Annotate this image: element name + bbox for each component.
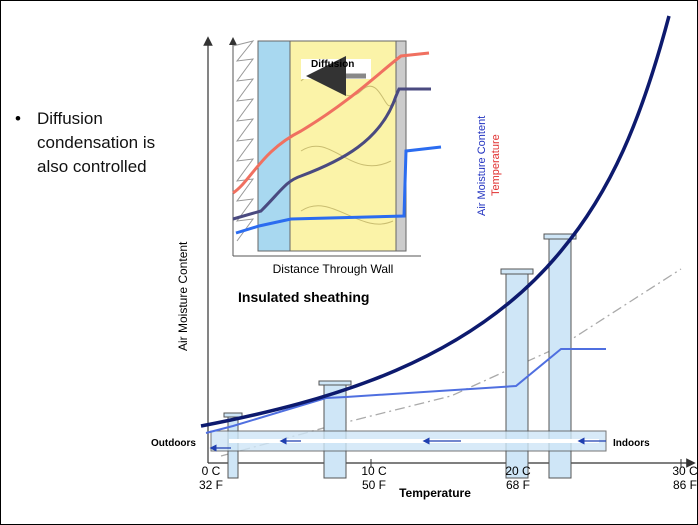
x-tick-fahrenheit: 50 F <box>362 478 386 492</box>
outdoors-label: Outdoors <box>151 438 196 449</box>
x-axis-label: Temperature <box>399 486 471 500</box>
pipe-gap <box>229 439 599 443</box>
vapor-line <box>235 145 442 235</box>
x-tick-celsius: 0 C <box>202 464 221 478</box>
saturation-curve <box>200 15 671 428</box>
temperature-line <box>232 51 430 195</box>
dash-line <box>220 268 682 457</box>
x-tick-celsius: 30 C <box>672 464 697 478</box>
x-tick-fahrenheit: 68 F <box>506 478 530 492</box>
x-tick-celsius: 20 C <box>505 464 531 478</box>
inset-x-label: Distance Through Wall <box>273 262 394 276</box>
indoors-label: Indoors <box>613 438 650 449</box>
x-tick-fahrenheit: 86 F <box>673 478 697 492</box>
flow-arrows <box>209 437 606 452</box>
x-tick-celsius: 10 C <box>361 464 387 478</box>
y-axis-label: Air Moisture Content <box>176 241 190 351</box>
moisture-line <box>205 348 606 434</box>
inset-caption: Insulated sheathing <box>238 289 369 305</box>
x-tick-fahrenheit: 32 F <box>199 478 223 492</box>
bullet-text: Diffusion condensation is also controlle… <box>37 109 156 176</box>
legend-temperature: Temperature <box>490 134 502 196</box>
moisture-line-inset <box>232 87 431 221</box>
siding <box>232 40 255 242</box>
drywall <box>395 40 407 252</box>
arrow-label: Diffusion <box>311 59 354 70</box>
legend-moisture: Air Moisture Content <box>476 116 488 216</box>
bullet-marker: • <box>15 109 21 128</box>
